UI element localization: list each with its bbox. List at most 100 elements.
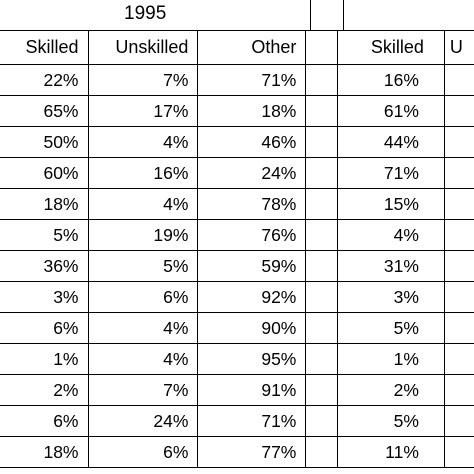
cell-other[interactable]: 95% <box>197 343 307 375</box>
cell-unskilled[interactable]: 16% <box>88 157 199 189</box>
cell-skilled[interactable]: 50% <box>0 126 89 158</box>
cell-other[interactable]: 92% <box>197 281 307 313</box>
table-row: 6% 24% 71% 5% <box>0 405 474 437</box>
cell-unskilled[interactable]: 6% <box>88 436 199 468</box>
cell-unskilled-2[interactable] <box>444 312 474 344</box>
table-row: 65% 17% 18% 61% <box>0 95 474 127</box>
table-row: 60% 16% 24% 71% <box>0 157 474 189</box>
cell-gap[interactable] <box>305 312 339 344</box>
cell-skilled-2[interactable]: 16% <box>337 64 445 96</box>
cell-skilled-2[interactable]: 15% <box>337 188 445 220</box>
cell-other[interactable]: 76% <box>197 219 307 251</box>
table-row: 5% 19% 76% 4% <box>0 219 474 251</box>
cell-gap[interactable] <box>305 188 339 220</box>
cell-gap[interactable] <box>305 343 339 375</box>
cell-unskilled[interactable]: 17% <box>88 95 199 127</box>
cell-other[interactable]: 46% <box>197 126 307 158</box>
cell-skilled[interactable]: 1% <box>0 343 89 375</box>
cell-gap[interactable] <box>305 219 339 251</box>
cell-skilled-2[interactable]: 44% <box>337 126 445 158</box>
header-row: Skilled Unskilled Other Skilled U <box>0 31 474 65</box>
table-row: 50% 4% 46% 44% <box>0 126 474 158</box>
cell-other[interactable]: 18% <box>197 95 307 127</box>
cell-unskilled[interactable]: 6% <box>88 281 199 313</box>
cell-unskilled-2[interactable] <box>444 343 474 375</box>
cell-skilled-2[interactable]: 3% <box>337 281 445 313</box>
cell-skilled[interactable]: 5% <box>0 219 89 251</box>
cell-skilled[interactable]: 60% <box>0 157 89 189</box>
cell-gap[interactable] <box>305 250 339 282</box>
cell-unskilled-2[interactable] <box>444 219 474 251</box>
table-row: 18% 6% 77% 11% <box>0 436 474 468</box>
header-gap <box>305 31 339 65</box>
cell-skilled-2[interactable]: 31% <box>337 250 445 282</box>
cell-skilled[interactable]: 36% <box>0 250 89 282</box>
cell-other[interactable]: 71% <box>197 405 307 437</box>
year-label: 1995 <box>124 3 167 24</box>
cell-skilled[interactable]: 18% <box>0 188 89 220</box>
cell-skilled-2[interactable]: 2% <box>337 374 445 406</box>
cell-unskilled-2[interactable] <box>444 188 474 220</box>
header-skilled: Skilled <box>0 31 89 65</box>
cell-unskilled-2[interactable] <box>444 281 474 313</box>
cell-skilled[interactable]: 18% <box>0 436 89 468</box>
cell-skilled[interactable]: 6% <box>0 405 89 437</box>
cell-unskilled[interactable]: 7% <box>88 64 199 96</box>
cell-unskilled[interactable]: 7% <box>88 374 199 406</box>
cell-skilled-2[interactable]: 71% <box>337 157 445 189</box>
cell-skilled[interactable]: 2% <box>0 374 89 406</box>
cell-unskilled[interactable]: 4% <box>88 126 199 158</box>
cell-skilled[interactable]: 6% <box>0 312 89 344</box>
cell-gap[interactable] <box>305 126 339 158</box>
gap-right-border <box>343 0 344 31</box>
year-header: 1995 <box>0 0 310 28</box>
cell-skilled-2[interactable]: 5% <box>337 405 445 437</box>
table-row: 22% 7% 71% 16% <box>0 64 474 96</box>
cell-skilled[interactable]: 65% <box>0 95 89 127</box>
cell-skilled-2[interactable]: 1% <box>337 343 445 375</box>
cell-gap[interactable] <box>305 95 339 127</box>
cell-unskilled-2[interactable] <box>444 126 474 158</box>
cell-skilled-2[interactable]: 5% <box>337 312 445 344</box>
header-unskilled-2-partial: U <box>444 31 474 65</box>
cell-unskilled[interactable]: 4% <box>88 312 199 344</box>
cell-gap[interactable] <box>305 374 339 406</box>
cell-gap[interactable] <box>305 436 339 468</box>
cell-skilled-2[interactable]: 11% <box>337 436 445 468</box>
year-underline <box>0 30 474 31</box>
cell-unskilled-2[interactable] <box>444 157 474 189</box>
cell-unskilled[interactable]: 19% <box>88 219 199 251</box>
cell-unskilled-2[interactable] <box>444 64 474 96</box>
cell-unskilled[interactable]: 5% <box>88 250 199 282</box>
cell-other[interactable]: 91% <box>197 374 307 406</box>
cell-other[interactable]: 77% <box>197 436 307 468</box>
cell-gap[interactable] <box>305 281 339 313</box>
cell-unskilled-2[interactable] <box>444 95 474 127</box>
cell-gap[interactable] <box>305 405 339 437</box>
cell-other[interactable]: 71% <box>197 64 307 96</box>
cell-unskilled-2[interactable] <box>444 436 474 468</box>
header-other: Other <box>197 31 307 65</box>
cell-skilled-2[interactable]: 4% <box>337 219 445 251</box>
cell-unskilled-2[interactable] <box>444 405 474 437</box>
gap-left-border <box>310 0 311 31</box>
cell-other[interactable]: 59% <box>197 250 307 282</box>
data-table: Skilled Unskilled Other Skilled U 22% 7%… <box>0 31 474 468</box>
table-row: 18% 4% 78% 15% <box>0 188 474 220</box>
cell-gap[interactable] <box>305 64 339 96</box>
cell-other[interactable]: 24% <box>197 157 307 189</box>
cell-unskilled[interactable]: 4% <box>88 343 199 375</box>
cell-unskilled-2[interactable] <box>444 374 474 406</box>
table-row: 6% 4% 90% 5% <box>0 312 474 344</box>
cell-other[interactable]: 90% <box>197 312 307 344</box>
cell-skilled[interactable]: 3% <box>0 281 89 313</box>
cell-other[interactable]: 78% <box>197 188 307 220</box>
cell-unskilled-2[interactable] <box>444 250 474 282</box>
table-row: 1% 4% 95% 1% <box>0 343 474 375</box>
cell-skilled[interactable]: 22% <box>0 64 89 96</box>
cell-gap[interactable] <box>305 157 339 189</box>
cell-skilled-2[interactable]: 61% <box>337 95 445 127</box>
cell-unskilled[interactable]: 24% <box>88 405 199 437</box>
cell-unskilled[interactable]: 4% <box>88 188 199 220</box>
